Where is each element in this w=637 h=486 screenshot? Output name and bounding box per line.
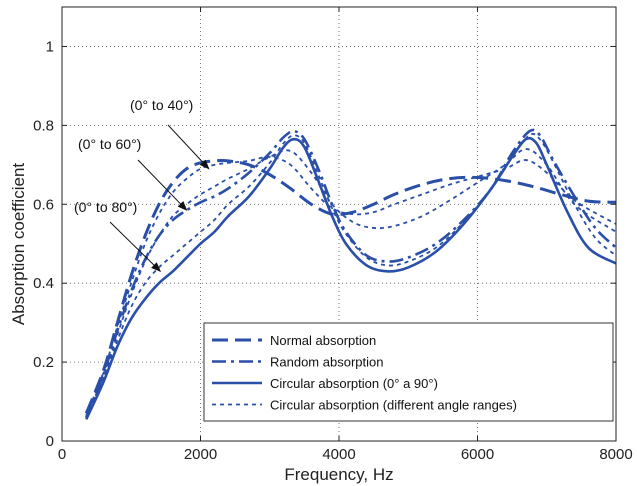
y-tick-label: 0.8 [33,117,54,134]
x-axis-label: Frequency, Hz [284,465,393,484]
annotation-label: (0° to 80°) [74,199,137,215]
y-tick-label: 0.6 [33,196,54,213]
x-tick-label: 0 [58,446,66,463]
series-random-absorption [85,128,616,418]
series-circular-absorption-0-a-90 [85,136,616,420]
y-tick-label: 0.4 [33,275,54,292]
legend-box [203,322,614,422]
series-circular-absorption-0-to-40 [85,155,616,416]
legend-label: Random absorption [270,355,383,370]
legend: Normal absorption Random absorption Circul… [203,322,614,422]
annotation-arrow [167,124,210,170]
y-tick-label: 0.2 [33,354,54,371]
annotation-label: (0° to 60°) [78,136,141,152]
annotation-label: (0° to 40°) [130,97,193,113]
x-tick-label: 2000 [184,446,217,463]
x-tick-label: 4000 [322,446,355,463]
legend-label: Circular absorption (different angle ran… [270,398,517,413]
x-tick-label: 6000 [461,446,494,463]
annotation-arrow [137,159,188,211]
y-tick-label: 0 [46,433,54,450]
y-tick-label: 1 [46,38,54,55]
ticks: 0 2000 4000 6000 8000 0 0.2 0.4 0.6 0.8 1 [33,7,633,463]
x-tick-label: 8000 [599,446,632,463]
legend-label: Normal absorption [270,333,376,348]
annotations: (0° to 40°) (0° to 60°) (0° to 80°) [74,97,210,273]
legend-label: Circular absorption (0° a 90°) [270,376,438,391]
annotation-arrow [109,221,162,273]
y-axis-label: Absorption coefficient [9,163,28,326]
